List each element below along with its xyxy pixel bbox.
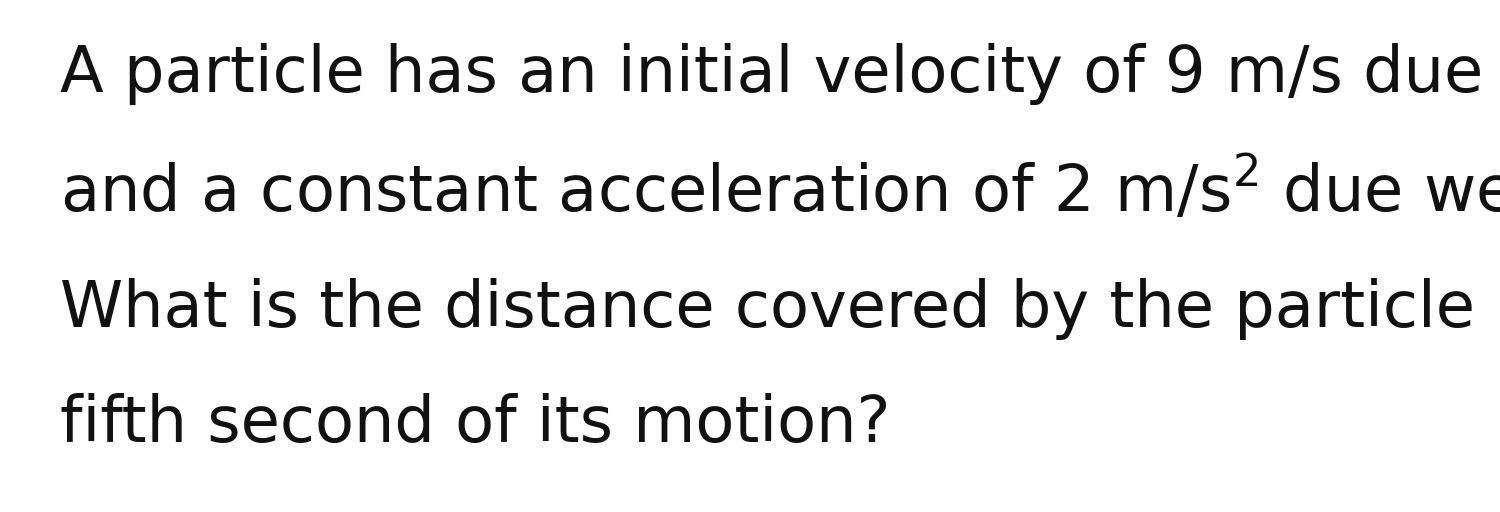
Text: What is the distance covered by the particle in the: What is the distance covered by the part… — [60, 278, 1500, 340]
Text: A particle has an initial velocity of 9 m/s due east: A particle has an initial velocity of 9 … — [60, 43, 1500, 105]
Text: fifth second of its motion?: fifth second of its motion? — [60, 393, 891, 455]
Text: and a constant acceleration of 2 m/s$^{\mathregular{2}}$ due west.: and a constant acceleration of 2 m/s$^{\… — [60, 157, 1500, 225]
